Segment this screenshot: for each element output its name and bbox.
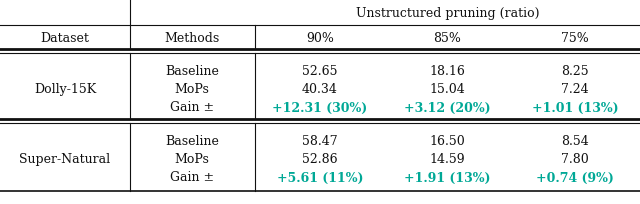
- Text: +3.12 (20%): +3.12 (20%): [404, 101, 490, 114]
- Text: Baseline: Baseline: [165, 65, 219, 78]
- Text: 8.25: 8.25: [561, 65, 589, 78]
- Text: Methods: Methods: [164, 31, 220, 44]
- Text: 7.24: 7.24: [561, 83, 589, 96]
- Text: +0.74 (9%): +0.74 (9%): [536, 171, 614, 184]
- Text: 7.80: 7.80: [561, 153, 589, 166]
- Text: Gain ±: Gain ±: [170, 101, 214, 114]
- Text: 40.34: 40.34: [302, 83, 338, 96]
- Text: +12.31 (30%): +12.31 (30%): [273, 101, 367, 114]
- Text: +1.01 (13%): +1.01 (13%): [532, 101, 618, 114]
- Text: 52.86: 52.86: [302, 153, 338, 166]
- Text: 8.54: 8.54: [561, 135, 589, 148]
- Text: Unstructured pruning (ratio): Unstructured pruning (ratio): [356, 8, 540, 20]
- Text: +5.61 (11%): +5.61 (11%): [276, 171, 364, 184]
- Text: Gain ±: Gain ±: [170, 171, 214, 184]
- Text: Dolly-15K: Dolly-15K: [34, 83, 96, 96]
- Text: Super-Natural: Super-Natural: [19, 153, 111, 166]
- Text: 85%: 85%: [433, 31, 461, 44]
- Text: 15.04: 15.04: [429, 83, 465, 96]
- Text: Dataset: Dataset: [40, 31, 90, 44]
- Text: 52.65: 52.65: [302, 65, 338, 78]
- Text: 18.16: 18.16: [429, 65, 465, 78]
- Text: MoPs: MoPs: [175, 83, 209, 96]
- Text: +1.91 (13%): +1.91 (13%): [404, 171, 490, 184]
- Text: 90%: 90%: [306, 31, 334, 44]
- Text: 58.47: 58.47: [302, 135, 338, 148]
- Text: 14.59: 14.59: [429, 153, 465, 166]
- Text: Baseline: Baseline: [165, 135, 219, 148]
- Text: 75%: 75%: [561, 31, 589, 44]
- Text: MoPs: MoPs: [175, 153, 209, 166]
- Text: 16.50: 16.50: [429, 135, 465, 148]
